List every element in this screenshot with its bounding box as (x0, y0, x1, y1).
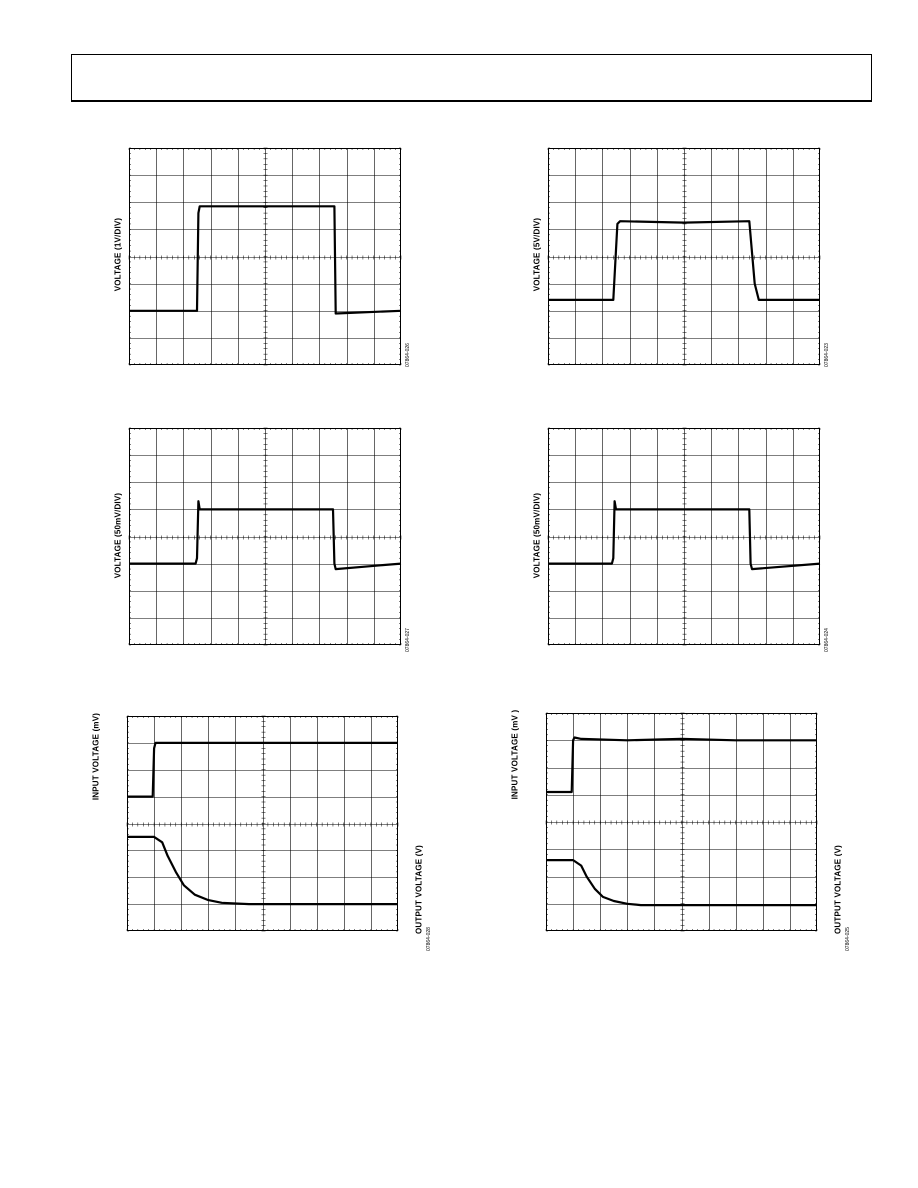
series-line-1 (546, 736, 817, 794)
figure-id-1: 07864-026 (405, 343, 411, 367)
series-line-2 (546, 859, 817, 907)
y-axis-label-4: VOLTAGE (50mV/DIV) (532, 492, 542, 579)
figure-id-3: 07864-027 (405, 628, 411, 652)
y-axis-label-6: INPUT VOLTAGE (mV ) (510, 709, 520, 800)
scope-plot-4 (547, 427, 821, 646)
page-header-box (71, 54, 872, 102)
y-axis-label-2: VOLTAGE (5V/DIV) (532, 217, 542, 292)
series-line-1 (129, 205, 402, 315)
series-line-1 (548, 500, 821, 571)
scope-plot-2 (547, 147, 821, 366)
scope-plot-3 (128, 427, 402, 646)
y-axis-label-3: VOLTAGE (50mV/DIV) (113, 492, 123, 579)
scope-plot-1 (128, 147, 402, 366)
series-line-2 (127, 835, 398, 906)
y-axis-label-5: INPUT VOLTAGE (mV) (91, 712, 101, 801)
figure-id-5: 07864-028 (426, 927, 432, 951)
series-line-1 (129, 500, 402, 571)
series-line-1 (127, 741, 398, 798)
figure-id-6: 07864-025 (845, 927, 851, 951)
scope-plot-5 (126, 715, 399, 932)
y2-axis-label-6: OUTPUT VOLTAGE (V) (833, 844, 843, 935)
series-line-1 (548, 220, 820, 301)
scope-plot-6 (545, 712, 818, 932)
y2-axis-label-5: OUTPUT VOLTAGE (V) (414, 844, 424, 935)
figure-id-2: 07864-023 (824, 343, 830, 367)
y-axis-label-1: VOLTAGE (1V/DIV) (113, 217, 123, 292)
figure-id-4: 07864-024 (824, 628, 830, 652)
